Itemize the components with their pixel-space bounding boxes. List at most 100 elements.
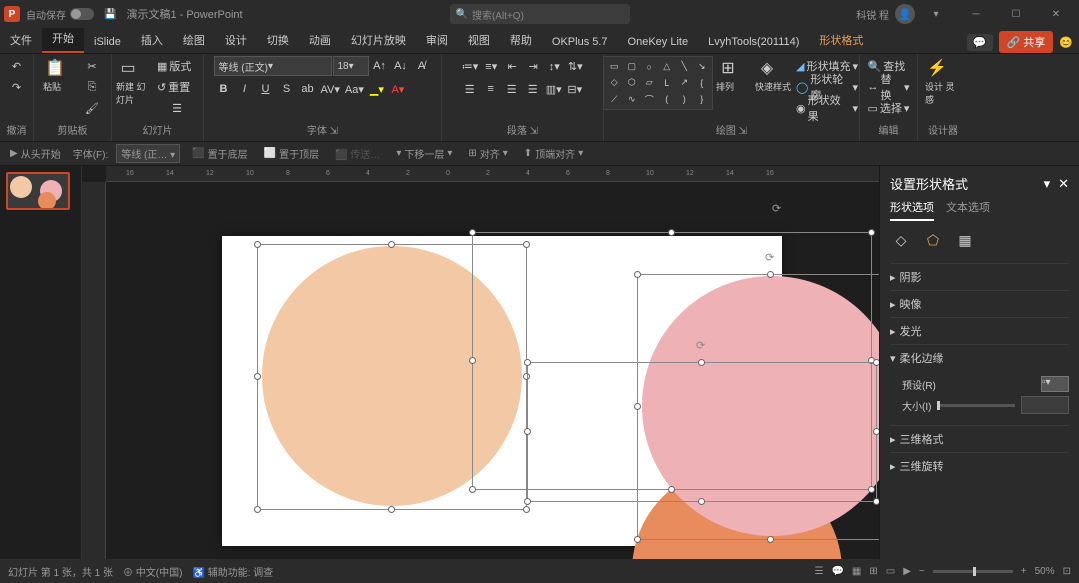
tab-view[interactable]: 视图 [458,27,500,53]
maximize-button[interactable]: ☐ [997,0,1035,28]
effects-icon[interactable]: ⬠ [922,229,944,251]
tab-draw[interactable]: 绘图 [173,27,215,53]
tab-islide[interactable]: iSlide [84,31,131,53]
new-slide-button[interactable]: ▭新建 幻灯片 [116,56,152,112]
char-spacing-button[interactable]: AV▾ [319,79,342,99]
format-painter-button[interactable]: 🖌 [82,98,102,118]
bullets-button[interactable]: ≔▾ [460,56,481,76]
font-size-select[interactable]: 18 ▾ [333,56,369,76]
reading-view-button[interactable]: ▭ [886,566,895,577]
pane-dropdown-icon[interactable]: ▾ [1044,176,1051,192]
tab-onekey[interactable]: OneKey Lite [618,31,699,53]
columns-button[interactable]: ▥▾ [544,79,564,99]
accessibility-checker[interactable]: ♿ 辅助功能: 调查 [192,564,273,579]
align-left-button[interactable]: ☰ [460,79,480,99]
section-button[interactable]: ☰ [155,98,199,118]
size-slider[interactable] [937,404,1015,407]
tab-help[interactable]: 帮助 [500,27,542,53]
tab-okplus[interactable]: OKPlus 5.7 [542,31,618,53]
user-avatar-icon[interactable]: 👤 [895,4,915,24]
select-button[interactable]: ▭选择▾ [866,98,912,118]
minimize-button[interactable]: ─ [957,0,995,28]
shape-gallery[interactable]: ▭▢○△╲↘ ◇⬡▱L↗{ ⟋∿⌒()} [603,56,713,110]
clear-format-button[interactable]: A̸ [412,56,432,76]
indent-inc-button[interactable]: ⇥ [523,56,543,76]
rotate-handle-icon[interactable]: ⟳ [765,251,777,263]
shadow-text-button[interactable]: ab [298,79,318,99]
tab-animations[interactable]: 动画 [299,27,341,53]
shrink-font-button[interactable]: A↓ [391,56,411,76]
group-rotate-icon[interactable]: ⟳ [772,202,781,215]
top-align-button[interactable]: ⬆ 顶端对齐 ▾ [520,146,587,161]
size-props-icon[interactable]: ▦ [954,229,976,251]
bring-to-front-button[interactable]: ⬜ 置于顶层 [260,146,323,161]
quick-style-button[interactable]: ◈快速样式 [755,56,791,112]
notes-button[interactable]: ☰ [814,566,823,577]
bold-button[interactable]: B [214,79,234,99]
tab-design[interactable]: 设计 [215,27,257,53]
arrange-button[interactable]: ⊞排列 [716,56,752,112]
copy-button[interactable]: ⎘ [82,77,102,97]
underline-button[interactable]: U [256,79,276,99]
tab-transitions[interactable]: 切换 [257,27,299,53]
language-indicator[interactable]: ⊕ 中文(中国) [123,564,182,579]
thumbnail-panel[interactable]: 1 [0,166,82,559]
line-spacing-button[interactable]: ↕▾ [544,56,564,76]
justify-button[interactable]: ☰ [523,79,543,99]
emoji-icon[interactable]: 😊 [1059,36,1073,49]
cut-button[interactable]: ✂ [82,56,102,76]
align-text-button[interactable]: ⊟▾ [565,79,585,99]
section-shadow[interactable]: ▸ 阴影 [890,269,1069,285]
shape-effect-button[interactable]: ◉形状效果▾ [794,98,860,118]
indent-dec-button[interactable]: ⇤ [502,56,522,76]
user-name[interactable]: 科锐 程 [856,7,889,22]
qb-font-select[interactable]: 等线 (正… ▾ [116,144,180,163]
redo-button[interactable]: ↷ [7,77,27,97]
ribbon-options-button[interactable]: ▾ [917,0,955,28]
change-case-button[interactable]: Aa▾ [343,79,366,99]
selection-box-4[interactable]: ⟳ [527,362,877,502]
normal-view-button[interactable]: ▦ [852,566,861,577]
strike-button[interactable]: S [277,79,297,99]
align-center-button[interactable]: ≡ [481,79,501,99]
zoom-out-button[interactable]: − [919,566,925,577]
zoom-slider[interactable] [933,570,1013,573]
tab-lvyh[interactable]: LvyhTools(201114) [698,31,809,53]
align-button-qb[interactable]: ⊞ 对齐 ▾ [464,146,511,161]
replace-button[interactable]: ↔替换▾ [866,77,912,97]
section-glow[interactable]: ▸ 发光 [890,323,1069,339]
pane-tab-shape[interactable]: 形状选项 [890,199,934,221]
tab-shape-format[interactable]: 形状格式 [809,27,873,53]
from-start-button[interactable]: ▶ 从头开始 [6,146,65,161]
pane-tab-text[interactable]: 文本选项 [946,199,990,221]
fill-line-icon[interactable]: ◇ [890,229,912,251]
italic-button[interactable]: I [235,79,255,99]
designer-button[interactable]: ⚡设计 灵感 [925,56,961,112]
tab-home[interactable]: 开始 [42,25,84,53]
fit-window-button[interactable]: ⊡ [1063,566,1071,577]
pane-close-icon[interactable]: ✕ [1058,176,1069,192]
send-backward-button[interactable]: ▾ 下移一层 ▾ [392,146,456,161]
share-button[interactable]: 🔗 共享 [999,31,1054,53]
font-name-select[interactable]: 等线 (正文) ▾ [214,56,332,76]
section-reflection[interactable]: ▸ 映像 [890,296,1069,312]
size-input[interactable] [1021,396,1069,414]
highlight-button[interactable]: ▁▾ [367,79,387,99]
zoom-in-button[interactable]: + [1021,566,1027,577]
slide-counter[interactable]: 幻灯片 第 1 张，共 1 张 [8,564,113,579]
paste-button[interactable]: 📋粘贴 [43,56,79,112]
tab-review[interactable]: 审阅 [416,27,458,53]
numbering-button[interactable]: ≡▾ [481,56,501,76]
slideshow-view-button[interactable]: ▶ [903,566,911,577]
tab-insert[interactable]: 插入 [131,27,173,53]
layout-button[interactable]: ▦ 版式 [155,56,199,76]
save-icon[interactable]: 💾 [104,9,116,20]
reset-button[interactable]: ↺ 重置 [155,77,199,97]
grow-font-button[interactable]: A↑ [370,56,390,76]
comments-status-button[interactable]: 💬 [831,566,843,577]
text-direction-button[interactable]: ⇅▾ [565,56,585,76]
search-input[interactable]: 🔍 搜索(Alt+Q) [450,4,630,24]
autosave-toggle[interactable]: 自动保存 💾 [26,7,116,22]
tab-file[interactable]: 文件 [0,27,42,53]
section-3d-format[interactable]: ▸ 三维格式 [890,431,1069,447]
